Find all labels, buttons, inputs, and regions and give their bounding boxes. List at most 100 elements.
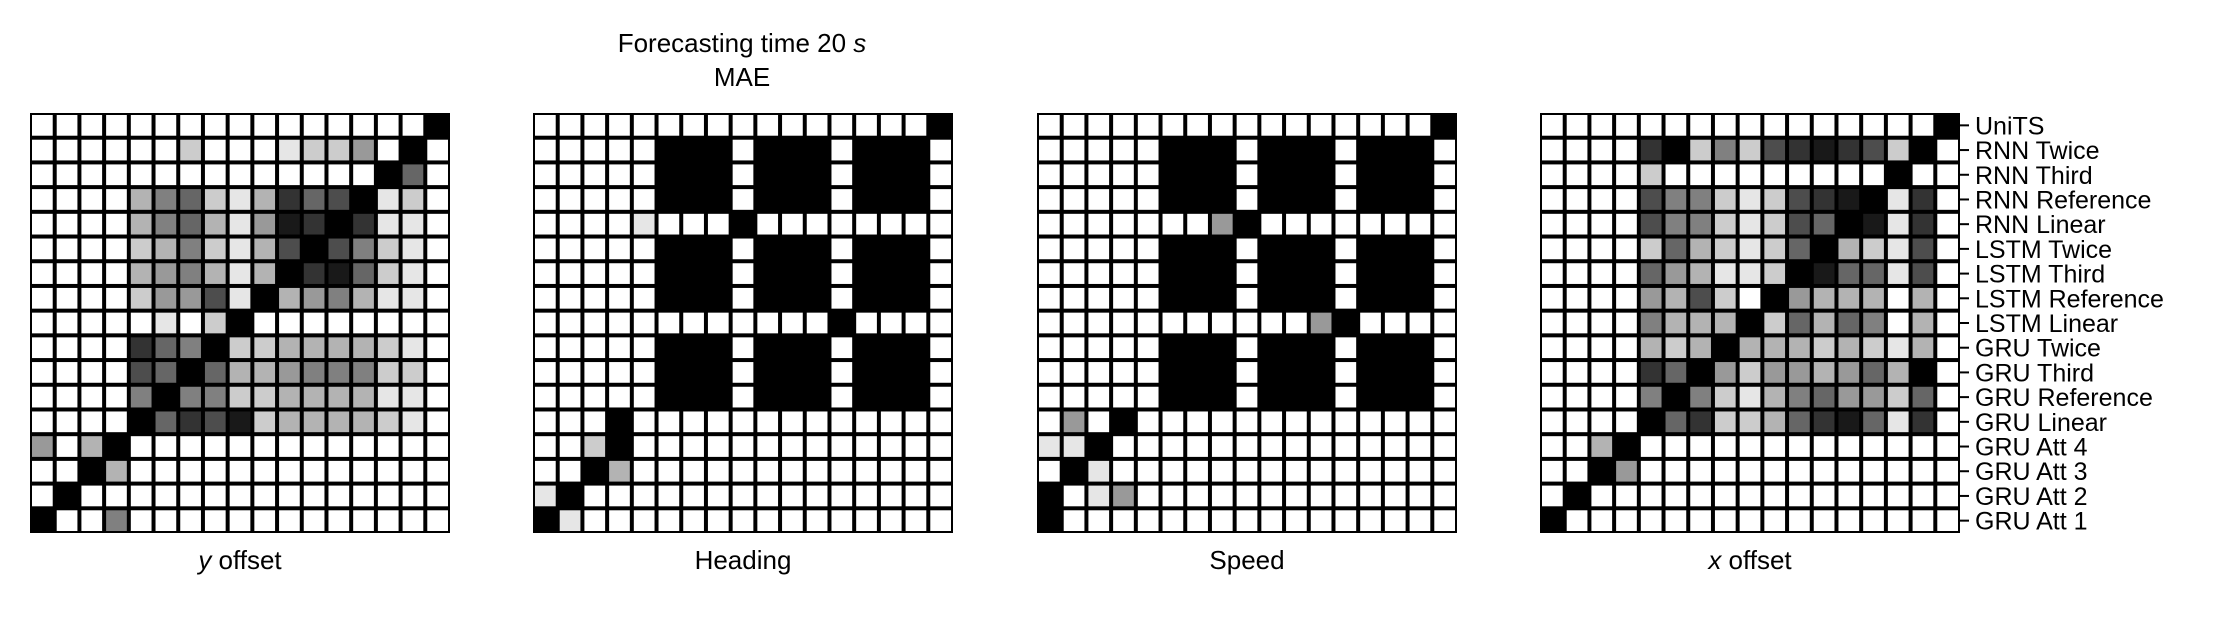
heatmap-cell: [535, 238, 556, 260]
heatmap-cell: [1887, 362, 1909, 383]
heatmap-cell: [204, 460, 226, 482]
heatmap-cell: [1261, 460, 1283, 482]
heatmap-cell: [229, 460, 251, 482]
heatmap-cell: [1409, 164, 1431, 186]
heatmap-cell: [1690, 139, 1711, 161]
heatmap-cell: [1236, 139, 1258, 161]
heatmap-cell: [1591, 164, 1613, 186]
heatmap-cell: [658, 460, 680, 482]
heatmap-cell: [1789, 510, 1810, 531]
heatmap-cell: [1088, 386, 1110, 408]
heatmap-cell: [1286, 139, 1307, 161]
heatmap-cell: [1690, 510, 1711, 531]
heatmap-cell: [905, 312, 927, 334]
heatmap-cell: [1088, 485, 1110, 507]
heatmap-cell: [130, 436, 152, 457]
heatmap-cell: [427, 287, 448, 309]
heatmap-cell: [229, 436, 251, 457]
heatmap-cell: [1063, 164, 1085, 186]
heatmap-cell: [353, 485, 374, 507]
heatmap-cell: [1211, 510, 1233, 531]
heatmap-cell: [559, 386, 581, 408]
heatmap-cell: [155, 238, 177, 260]
y-tick-label: GRU Att 4: [1975, 434, 2088, 462]
heatmap-cell: [1665, 460, 1687, 482]
heatmap-cell: [782, 139, 803, 161]
heatmap-cell: [1616, 115, 1637, 136]
heatmap-cell: [1887, 213, 1909, 235]
heatmap-cell: [303, 115, 325, 136]
heatmap-cell: [1409, 312, 1431, 334]
heatmap-cell: [584, 337, 606, 359]
heatmap-cell: [1937, 287, 1958, 309]
heatmap-cell: [1286, 312, 1307, 334]
heatmap-cell: [229, 139, 251, 161]
heatmap-cell: [1236, 436, 1258, 457]
heatmap-cell: [1434, 287, 1455, 309]
heatmap-cell: [1039, 213, 1060, 235]
heatmap-cell: [1566, 436, 1588, 457]
heatmap-cell: [1616, 386, 1637, 408]
heatmap-cell: [328, 115, 350, 136]
heatmap-cell: [1162, 362, 1184, 383]
heatmap-cell: [229, 213, 251, 235]
heatmap-cell: [1187, 287, 1208, 309]
heatmap-cell: [56, 386, 78, 408]
heatmap-cell: [1937, 189, 1958, 210]
heatmap-cell: [683, 164, 704, 186]
heatmap-cell: [1566, 263, 1588, 284]
heatmap-cell: [831, 263, 853, 284]
heatmap-cell: [1838, 460, 1860, 482]
heatmap-cell: [1813, 337, 1835, 359]
heatmap-cell: [559, 189, 581, 210]
heatmap-cell: [1261, 510, 1283, 531]
y-tick-label: GRU Reference: [1975, 384, 2153, 412]
heatmap-cell: [1162, 386, 1184, 408]
heatmap-cell: [1211, 312, 1233, 334]
heatmap-cell: [1542, 436, 1563, 457]
heatmap-cell: [633, 213, 655, 235]
heatmap-cell: [1310, 337, 1332, 359]
heatmap-cell: [1137, 510, 1159, 531]
heatmap-cell: [1063, 189, 1085, 210]
heatmap-cell: [806, 510, 828, 531]
heatmap-cell: [1640, 386, 1662, 408]
heatmap-cell: [658, 312, 680, 334]
heatmap-cell: [180, 460, 201, 482]
heatmap-cell: [930, 139, 951, 161]
heatmap-cell: [402, 411, 424, 433]
heatmap-cell: [106, 337, 127, 359]
heatmap-cell: [757, 189, 779, 210]
heatmap-cell: [683, 386, 704, 408]
heatmap-cell: [535, 189, 556, 210]
heatmap-cell: [1764, 164, 1786, 186]
heatmap-cell: [1063, 460, 1085, 482]
heatmap-cell: [1690, 411, 1711, 433]
heatmap-cell: [683, 337, 704, 359]
heatmap-cell: [782, 263, 803, 284]
heatmap-cell: [427, 411, 448, 433]
heatmap-cell: [1542, 164, 1563, 186]
heatmap-cell: [402, 485, 424, 507]
heatmap-cell: [279, 337, 300, 359]
heatmap-cell: [1261, 337, 1283, 359]
heatmap-cell: [1434, 164, 1455, 186]
heatmap-cell: [1187, 164, 1208, 186]
heatmap-cell: [683, 411, 704, 433]
heatmap-cell: [535, 386, 556, 408]
heatmap-cell: [56, 411, 78, 433]
heatmap-cell: [1863, 386, 1884, 408]
heatmap-cell: [155, 386, 177, 408]
heatmap-cell: [1113, 485, 1134, 507]
heatmap-cell: [1887, 386, 1909, 408]
heatmap-cell: [806, 485, 828, 507]
heatmap-cell: [535, 164, 556, 186]
heatmap-cell: [1813, 213, 1835, 235]
heatmap-cell: [1360, 287, 1381, 309]
heatmap-cell: [427, 362, 448, 383]
heatmap-cell: [254, 436, 276, 457]
heatmap-cell: [328, 362, 350, 383]
heatmap-cell: [1912, 386, 1934, 408]
heatmap-cell: [1236, 189, 1258, 210]
heatmap-cell: [204, 238, 226, 260]
